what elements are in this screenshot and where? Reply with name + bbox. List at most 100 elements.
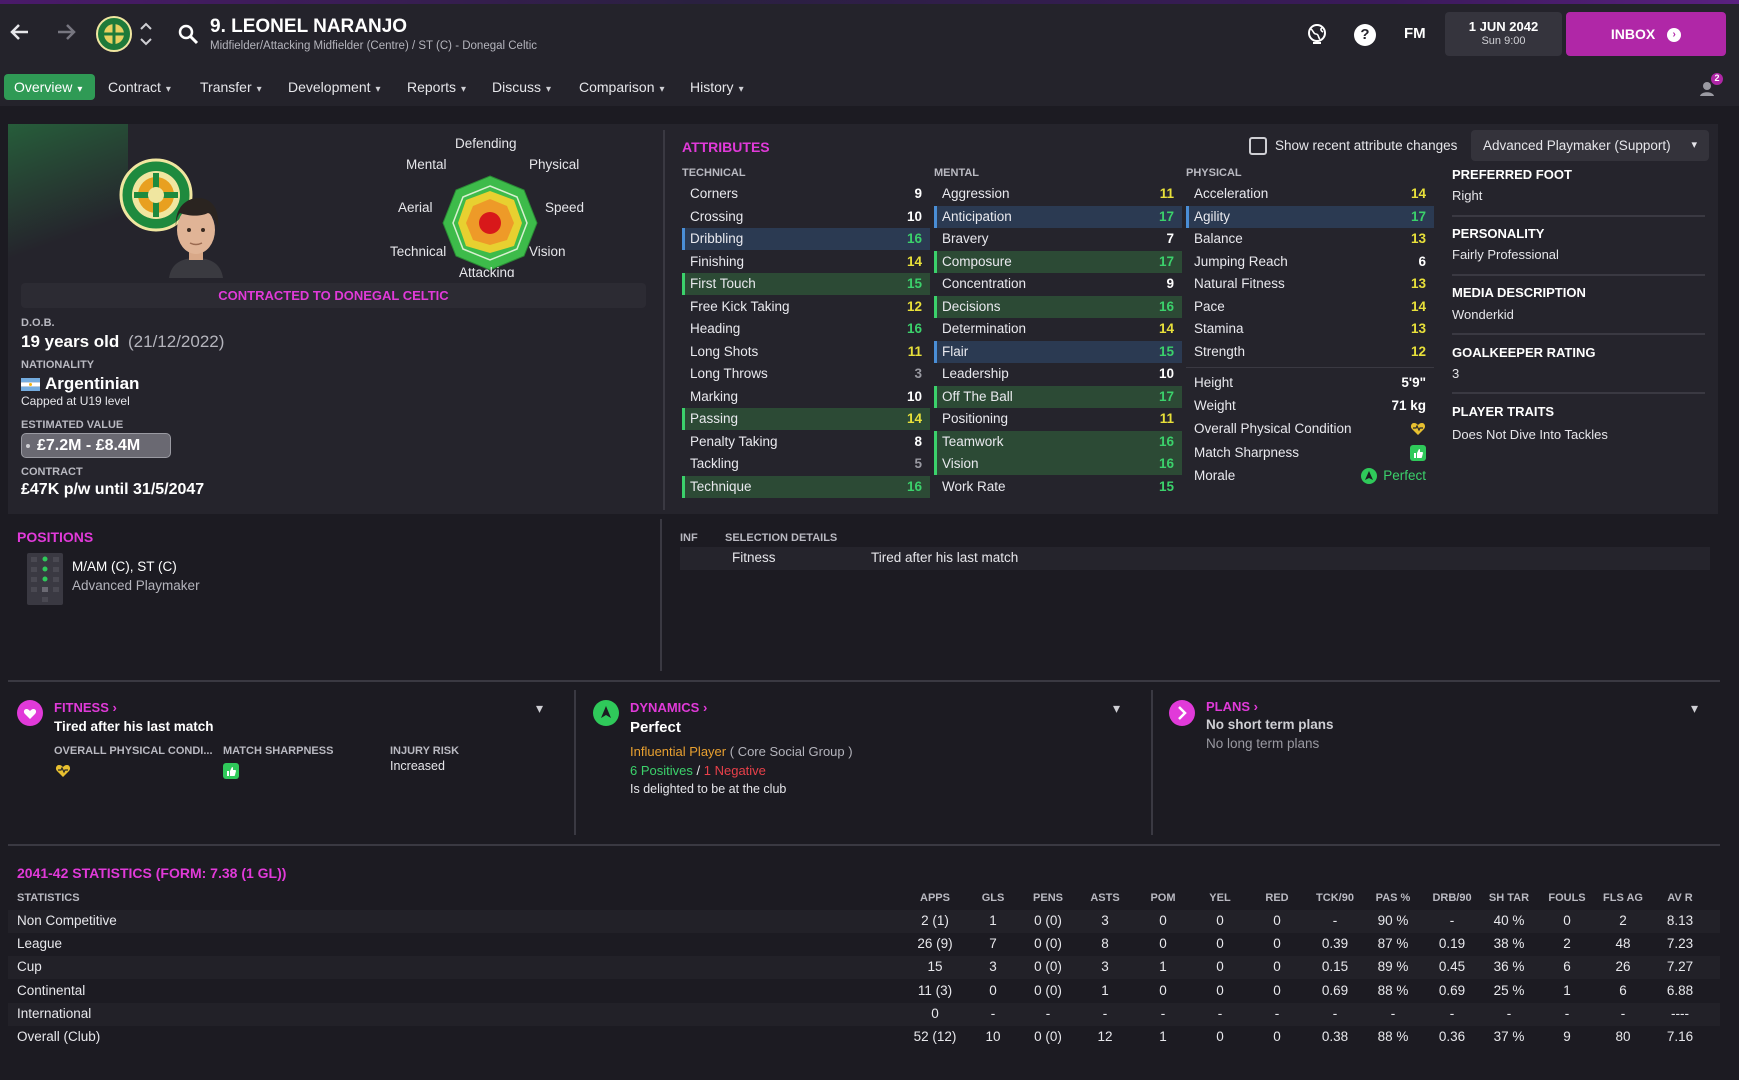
plans-expand-chevron-icon[interactable]: ▾ [1691, 700, 1699, 716]
tab-discuss[interactable]: Discuss ▾ [492, 74, 551, 100]
tab-history[interactable]: History ▾ [690, 74, 744, 100]
thumbs-up-icon [223, 763, 239, 779]
attribute-row[interactable]: Agility 17 [1186, 205, 1434, 228]
statistics-cell: 0 [1216, 913, 1224, 928]
attribute-row[interactable]: Flair 15 [934, 340, 1182, 363]
attribute-row[interactable]: Finishing 14 [682, 251, 930, 273]
plans-title-link[interactable]: PLANS › [1206, 699, 1259, 714]
statistics-cell: 0 [1273, 982, 1281, 998]
attribute-row[interactable]: Penalty Taking 8 [682, 431, 930, 453]
statistics-column-header[interactable]: PAS % [1375, 892, 1411, 904]
attribute-row[interactable]: Corners 9 [682, 183, 930, 205]
personality-value: Fairly Professional [1452, 247, 1559, 262]
radar-label-technical: Technical [390, 244, 447, 259]
statistics-cell: 1 [1101, 982, 1109, 998]
fm-menu-button[interactable]: FM [1404, 25, 1426, 42]
attribute-row[interactable]: Passing 14 [682, 408, 930, 430]
statistics-column-header[interactable]: SH TAR [1488, 892, 1530, 904]
attribute-row[interactable]: First Touch 15 [682, 273, 930, 295]
statistics-column-header[interactable]: TCK/90 [1316, 892, 1354, 904]
statistics-column-header[interactable]: DRB/90 [1432, 892, 1472, 904]
statistics-column-header[interactable]: RED [1265, 892, 1289, 904]
attribute-row[interactable]: Natural Fitness 13 [1186, 273, 1434, 295]
fitness-title-link[interactable]: FITNESS › [54, 700, 117, 715]
statistics-column-header[interactable]: GLS [981, 892, 1005, 904]
back-arrow-icon[interactable] [8, 20, 32, 44]
dynamics-title-link[interactable]: DYNAMICS › [630, 700, 708, 715]
fitness-expand-chevron-icon[interactable]: ▾ [536, 700, 544, 716]
statistics-column-header[interactable]: FOULS [1548, 892, 1586, 904]
tab-development[interactable]: Development ▾ [288, 74, 381, 100]
attribute-row[interactable]: Stamina 13 [1186, 318, 1434, 340]
tab-comparison[interactable]: Comparison ▾ [579, 74, 665, 100]
dynamics-expand-chevron-icon[interactable]: ▾ [1113, 700, 1121, 716]
tab-contract[interactable]: Contract ▾ [108, 74, 171, 100]
attribute-row[interactable]: Dribbling 16 [682, 228, 930, 250]
statistics-cell: 0.69 [1321, 982, 1349, 998]
statistics-column-header[interactable]: APPS [920, 892, 950, 904]
attribute-row[interactable]: Heading 16 [682, 318, 930, 340]
attribute-row[interactable]: Long Throws 3 [682, 363, 930, 385]
statistics-row[interactable]: Non Competitive 2 (1) 1 0 (0) 3 0 0 0 - 90 % - 40 %… [8, 910, 1720, 933]
forward-arrow-icon[interactable] [54, 20, 78, 44]
section-divider [8, 844, 1720, 846]
statistics-row[interactable]: Continental 11 (3) 0 0 (0) 1 0 0 0 0.69 88 % 0.69 2… [8, 980, 1720, 1003]
statistics-column-header[interactable]: STATISTICS [17, 892, 80, 904]
attribute-row[interactable]: Determination 14 [934, 318, 1182, 340]
show-changes-checkbox[interactable] [1249, 137, 1267, 155]
attribute-row[interactable]: Balance 13 [1186, 228, 1434, 250]
tab-transfer[interactable]: Transfer ▾ [200, 74, 262, 100]
attribute-row[interactable]: Composure 17 [934, 250, 1182, 273]
statistics-cell: - [1564, 1005, 1570, 1021]
sharpness-row: Match Sharpness [1186, 442, 1434, 464]
search-icon[interactable] [177, 23, 199, 45]
date-continue-box[interactable]: 1 JUN 2042 Sun 9:00 [1445, 12, 1562, 56]
attribute-row[interactable]: Concentration 9 [934, 273, 1182, 295]
statistics-row[interactable]: League 26 (9) 7 0 (0) 8 0 0 0 0.39 87 % 0.19 38 % 2 4… [8, 933, 1720, 956]
statistics-row[interactable]: Cup 15 3 0 (0) 3 1 0 0 0.15 89 % 0.45 36 % 6 26 7.27 [8, 956, 1720, 980]
attribute-row[interactable]: Aggression 11 [934, 183, 1182, 205]
attribute-row[interactable]: Bravery 7 [934, 228, 1182, 250]
attribute-row[interactable]: Decisions 16 [934, 295, 1182, 318]
staff-notification-icon[interactable]: 2 [1697, 73, 1725, 97]
attribute-row[interactable]: Long Shots 11 [682, 341, 930, 363]
attribute-row[interactable]: Anticipation 17 [934, 205, 1182, 228]
statistics-cell: 0 [1216, 982, 1224, 998]
attribute-row[interactable]: Leadership 10 [934, 363, 1182, 385]
statistics-column-header[interactable]: AV R [1667, 892, 1693, 904]
estimated-value-badge[interactable]: £7.2M - £8.4M [21, 433, 171, 458]
attribute-row[interactable]: Teamwork 16 [934, 430, 1182, 453]
attribute-row[interactable]: Work Rate 15 [934, 476, 1182, 498]
attribute-row[interactable]: Crossing 10 [682, 206, 930, 228]
statistics-column-header[interactable]: POM [1150, 892, 1176, 904]
club-crest-icon[interactable] [96, 16, 132, 52]
attribute-row[interactable]: Off The Ball 17 [934, 385, 1182, 408]
inbox-button[interactable]: INBOX › [1566, 12, 1726, 56]
attribute-row[interactable]: Free Kick Taking 12 [682, 296, 930, 318]
statistics-cell: 3 [989, 959, 997, 975]
attribute-row[interactable]: Technique 16 [682, 475, 930, 498]
tab-reports[interactable]: Reports ▾ [407, 74, 466, 100]
attribute-row[interactable]: Positioning 11 [934, 408, 1182, 430]
globe-icon[interactable] [1305, 22, 1329, 46]
statistics-cell: - [1390, 1005, 1396, 1021]
attribute-row[interactable]: Strength 12 [1186, 341, 1434, 363]
statistics-row[interactable]: Overall (Club) 52 (12) 10 0 (0) 12 1 0 0 0.38 88 … [8, 1026, 1720, 1049]
role-select-dropdown[interactable]: Advanced Playmaker (Support) ▾ [1471, 130, 1709, 161]
attribute-value: 14 [906, 411, 922, 426]
attribute-row[interactable]: Marking 10 [682, 386, 930, 408]
statistics-column-header[interactable]: YEL [1209, 892, 1231, 904]
statistics-column-header[interactable]: PENS [1033, 892, 1063, 904]
role-select-value: Advanced Playmaker (Support) [1483, 138, 1671, 153]
help-icon[interactable]: ? [1354, 24, 1376, 46]
attribute-row[interactable]: Jumping Reach 6 [1186, 251, 1434, 273]
statistics-column-header[interactable]: FLS AG [1603, 892, 1643, 904]
tab-overview[interactable]: Overview ▾ [4, 74, 95, 100]
statistics-row[interactable]: International 0- - - - - - - - - - - - ---- [8, 1002, 1720, 1026]
player-switch-icon[interactable] [139, 20, 153, 48]
statistics-column-header[interactable]: ASTS [1090, 892, 1120, 904]
attribute-row[interactable]: Tackling 5 [682, 453, 930, 475]
attribute-row[interactable]: Vision 16 [934, 453, 1182, 475]
attribute-row[interactable]: Pace 14 [1186, 296, 1434, 318]
attribute-row[interactable]: Acceleration 14 [1186, 183, 1434, 205]
